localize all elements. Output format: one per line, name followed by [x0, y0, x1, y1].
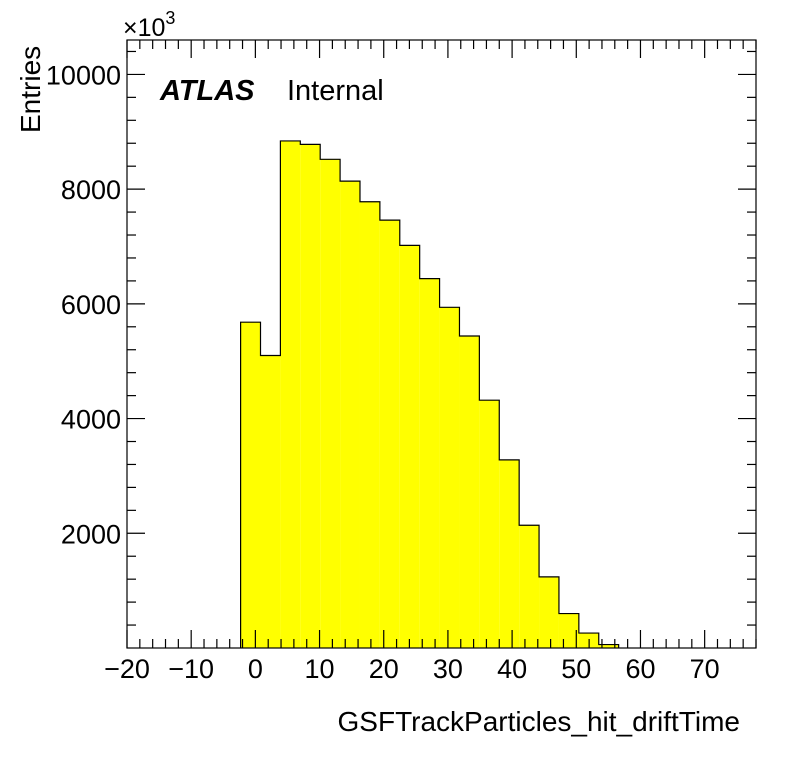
histogram-bin	[320, 159, 341, 648]
y-tick-label: 2000	[61, 519, 121, 549]
y-multiplier-exponent: 3	[165, 8, 175, 28]
x-axis-ticks	[126, 40, 757, 648]
histogram-bin	[340, 181, 360, 649]
histogram-bin	[539, 576, 559, 648]
x-tick-label: 70	[690, 654, 720, 684]
histogram-bin	[359, 201, 380, 648]
histogram-bars	[240, 140, 619, 649]
y-axis-tick-labels: 2000 4000 6000 8000 10000	[46, 60, 121, 549]
histogram-bin	[419, 278, 440, 648]
histogram-bin	[280, 140, 301, 649]
histogram-bin	[300, 144, 321, 648]
y-multiplier: ×103	[123, 8, 175, 42]
y-axis-title: Entries	[15, 46, 46, 133]
y-axis-ticks	[127, 50, 756, 626]
y-tick-label: 6000	[61, 290, 121, 320]
histogram-bin	[479, 400, 500, 648]
x-tick-label: 20	[369, 654, 399, 684]
x-tick-label: −20	[104, 654, 150, 684]
x-tick-label: 60	[625, 654, 655, 684]
histogram-bin	[439, 307, 460, 648]
histogram-bin	[459, 335, 480, 648]
x-axis-title: GSFTrackParticles_hit_driftTime	[338, 706, 740, 737]
histogram-bin	[519, 525, 540, 648]
y-tick-label: 8000	[61, 175, 121, 205]
histogram-bin	[399, 245, 420, 649]
histogram-bin	[260, 355, 281, 648]
histogram-bin	[379, 220, 400, 649]
y-tick-label: 10000	[46, 60, 121, 90]
internal-label: Internal	[287, 75, 384, 107]
y-multiplier-base: ×10	[123, 14, 165, 42]
histogram-bin	[240, 322, 261, 648]
histogram-bin	[598, 644, 619, 648]
plot-frame	[126, 39, 757, 649]
y-tick-label: 4000	[61, 405, 121, 435]
x-axis-tick-labels: −20 −10 0 10 20 30 40 50 60 70	[104, 654, 720, 684]
x-tick-label: 10	[305, 654, 335, 684]
x-tick-label: 30	[433, 654, 463, 684]
x-tick-label: 40	[497, 654, 527, 684]
atlas-label: ATLAS	[159, 75, 255, 107]
histogram-outline	[240, 140, 620, 648]
x-tick-label: −10	[168, 654, 214, 684]
histogram-bin	[499, 459, 520, 648]
x-tick-label: 0	[248, 654, 263, 684]
x-tick-label: 50	[561, 654, 591, 684]
